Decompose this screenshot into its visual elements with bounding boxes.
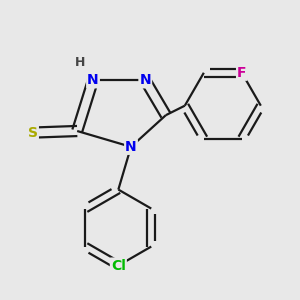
Text: N: N: [125, 140, 137, 154]
Text: Cl: Cl: [111, 259, 126, 273]
Text: N: N: [140, 73, 151, 87]
Text: S: S: [28, 126, 38, 140]
Text: F: F: [237, 66, 247, 80]
Text: H: H: [75, 56, 85, 69]
Text: N: N: [87, 73, 99, 87]
